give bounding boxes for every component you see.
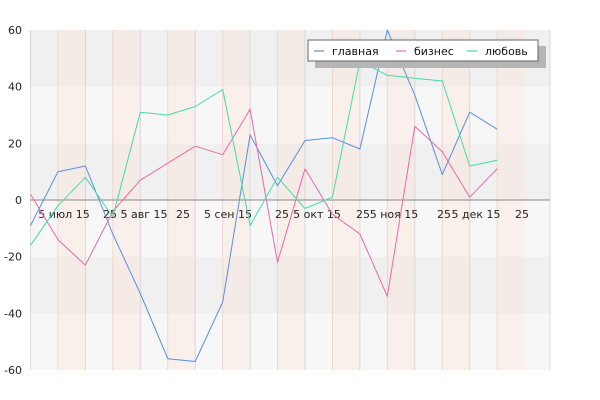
x-tick-label: 5 ноя 15 [370,208,419,221]
x-tick-label: 25 [356,208,370,221]
x-axis-tick-labels: 5 июл 15 25 5 авг 15 25 5 сен 15 25 5 окт 15 25… [38,208,529,221]
x-tick-label: 25 [515,208,529,221]
x-tick-label: 25 [437,208,451,221]
series-lines [30,29,498,362]
x-tick-label: 25 [275,208,289,221]
horizontal-band [30,313,550,370]
series-line-бизнес [30,108,498,297]
y-tick-label: -40 [4,307,22,320]
legend-label: главная [332,45,379,58]
horizontal-band [30,86,550,144]
x-tick-label: 5 окт 15 [293,208,341,221]
horizontal-band [30,200,550,257]
horizontal-band [30,256,550,314]
legend-box [307,39,539,62]
y-tick-label: 0 [15,194,22,207]
y-axis-tick-labels: -60 -40 -20 0 20 40 60 [4,24,22,377]
legend-label: бизнес [414,45,454,58]
series-line-любовь [30,60,498,246]
x-tick-label: 5 дек 15 [451,208,500,221]
y-tick-label: -20 [4,251,22,264]
plot-background [30,30,550,370]
x-tick-label: 5 сен 15 [204,208,252,221]
y-tick-label: 60 [8,24,22,37]
x-tick-label: 5 июл 15 [38,208,89,221]
y-tick-label: 20 [8,137,22,150]
x-tick-label: 5 авг 15 [121,208,168,221]
series-line-главная [30,29,498,362]
legend: главная бизнес любовь [307,39,546,68]
legend-label: любовь [485,45,528,58]
y-tick-label: 40 [8,81,22,94]
horizontal-band [30,143,550,200]
x-tick-label: 25 [176,208,190,221]
y-tick-label: -60 [4,364,22,377]
